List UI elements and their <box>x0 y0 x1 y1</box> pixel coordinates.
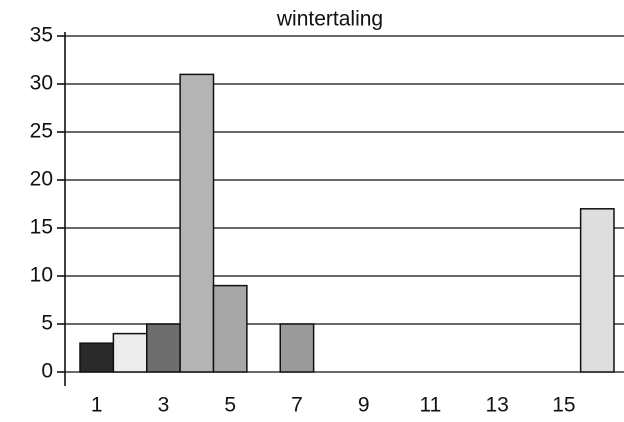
x-tick-label: 9 <box>358 394 370 417</box>
x-tick-label: 13 <box>486 394 509 417</box>
bar <box>279 323 315 373</box>
y-tick-label: 5 <box>41 312 53 335</box>
x-tick-label: 3 <box>158 394 170 417</box>
y-tick-label: 10 <box>30 264 53 287</box>
bar <box>579 208 615 373</box>
bar <box>146 323 181 373</box>
y-tick-label: 15 <box>30 216 53 239</box>
bar <box>212 284 248 373</box>
y-tick-label: 30 <box>30 72 53 95</box>
bar <box>79 342 115 373</box>
x-tick-label: 5 <box>224 394 236 417</box>
y-tick-label: 35 <box>30 24 53 47</box>
y-tick-label: 20 <box>30 168 53 191</box>
y-tick-label: 0 <box>41 360 53 383</box>
x-tick-label: 1 <box>91 394 103 417</box>
x-tick-label: 11 <box>420 394 442 417</box>
x-tick-label: 7 <box>291 394 303 417</box>
bar <box>179 73 215 373</box>
bar <box>112 332 148 373</box>
y-tick-label: 25 <box>30 120 53 143</box>
chart-title: wintertaling <box>276 8 383 31</box>
x-tick-label: 15 <box>552 394 575 417</box>
